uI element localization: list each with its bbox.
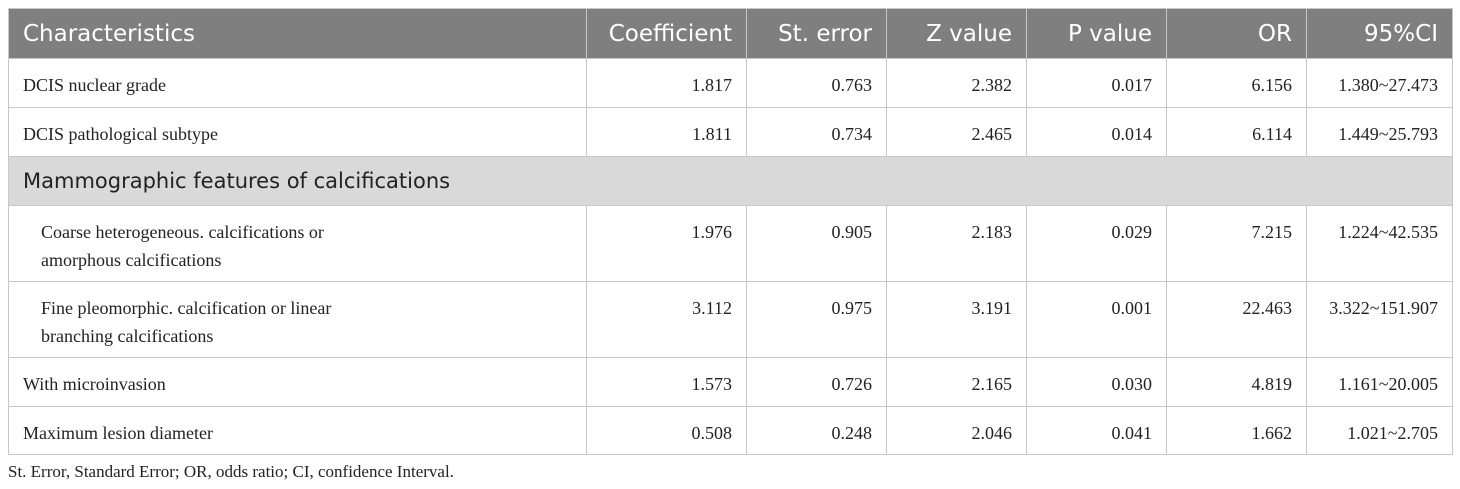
table-row: With microinvasion 1.573 0.726 2.165 0.030 4.… (8, 357, 1453, 407)
value-cell: 1.449~25.793 (1306, 107, 1453, 157)
value-cell: 1.224~42.535 (1306, 205, 1453, 282)
value-cell: 1.161~20.005 (1306, 357, 1453, 407)
table-body: DCIS nuclear grade 1.817 0.763 2.382 0.017 6.… (8, 58, 1453, 455)
value-cell: 0.248 (746, 406, 887, 455)
label-cell: Fine pleomorphic. calcification or linea… (8, 281, 587, 358)
value-cell: 0.014 (1026, 107, 1167, 157)
value-cell: 1.976 (586, 205, 747, 282)
label-cell: Maximum lesion diameter (8, 406, 587, 455)
table-row: DCIS nuclear grade 1.817 0.763 2.382 0.017 6.… (8, 58, 1453, 108)
value-cell: 1.573 (586, 357, 747, 407)
header-cell: Coefficient (586, 8, 747, 59)
header-cell: Characteristics (8, 8, 587, 59)
value-cell: 1.817 (586, 58, 747, 108)
table-row: DCIS pathological subtype 1.811 0.734 2.465… (8, 107, 1453, 157)
value-cell: 3.322~151.907 (1306, 281, 1453, 358)
value-cell: 0.734 (746, 107, 887, 157)
label-text: Coarse heterogeneous. calcifications or … (41, 222, 324, 270)
value-cell: 2.165 (886, 357, 1027, 407)
header-cell: P value (1026, 8, 1167, 59)
label-cell: Coarse heterogeneous. calcifications or … (8, 205, 587, 282)
header-cell: Z value (886, 8, 1027, 59)
value-cell: 6.114 (1166, 107, 1307, 157)
value-cell: 1.811 (586, 107, 747, 157)
value-cell: 7.215 (1166, 205, 1307, 282)
value-cell: 1.662 (1166, 406, 1307, 455)
value-cell: 0.001 (1026, 281, 1167, 358)
value-cell: 0.726 (746, 357, 887, 407)
section-cell: Mammographic features of calcifications (8, 156, 1453, 206)
label-cell: With microinvasion (8, 357, 587, 407)
value-cell: 1.021~2.705 (1306, 406, 1453, 455)
table-row: Fine pleomorphic. calcification or linea… (8, 281, 1453, 358)
results-table: Characteristics Coefficient St. error Z val… (8, 8, 1453, 455)
value-cell: 0.017 (1026, 58, 1167, 108)
header-cell: St. error (746, 8, 887, 59)
table-row: Mammographic features of calcifications (8, 156, 1453, 206)
value-cell: 2.382 (886, 58, 1027, 108)
header-cell: OR (1166, 8, 1307, 59)
value-cell: 1.380~27.473 (1306, 58, 1453, 108)
value-cell: 0.030 (1026, 357, 1167, 407)
label-cell: DCIS pathological subtype (8, 107, 587, 157)
value-cell: 0.975 (746, 281, 887, 358)
value-cell: 3.191 (886, 281, 1027, 358)
value-cell: 22.463 (1166, 281, 1307, 358)
value-cell: 2.046 (886, 406, 1027, 455)
label-cell: DCIS nuclear grade (8, 58, 587, 108)
value-cell: 0.508 (586, 406, 747, 455)
footnote: St. Error, Standard Error; OR, odds rati… (8, 462, 454, 481)
value-cell: 0.905 (746, 205, 887, 282)
value-cell: 0.763 (746, 58, 887, 108)
table-row: Maximum lesion diameter 0.508 0.248 2.046 0.… (8, 406, 1453, 455)
value-cell: 3.112 (586, 281, 747, 358)
table-row: Coarse heterogeneous. calcifications or … (8, 205, 1453, 282)
header-row: Characteristics Coefficient St. error Z val… (8, 8, 1453, 59)
value-cell: 6.156 (1166, 58, 1307, 108)
value-cell: 2.183 (886, 205, 1027, 282)
value-cell: 0.041 (1026, 406, 1167, 455)
value-cell: 4.819 (1166, 357, 1307, 407)
value-cell: 2.465 (886, 107, 1027, 157)
header-cell: 95%CI (1306, 8, 1453, 59)
value-cell: 0.029 (1026, 205, 1167, 282)
label-text: Fine pleomorphic. calcification or linea… (41, 298, 332, 346)
